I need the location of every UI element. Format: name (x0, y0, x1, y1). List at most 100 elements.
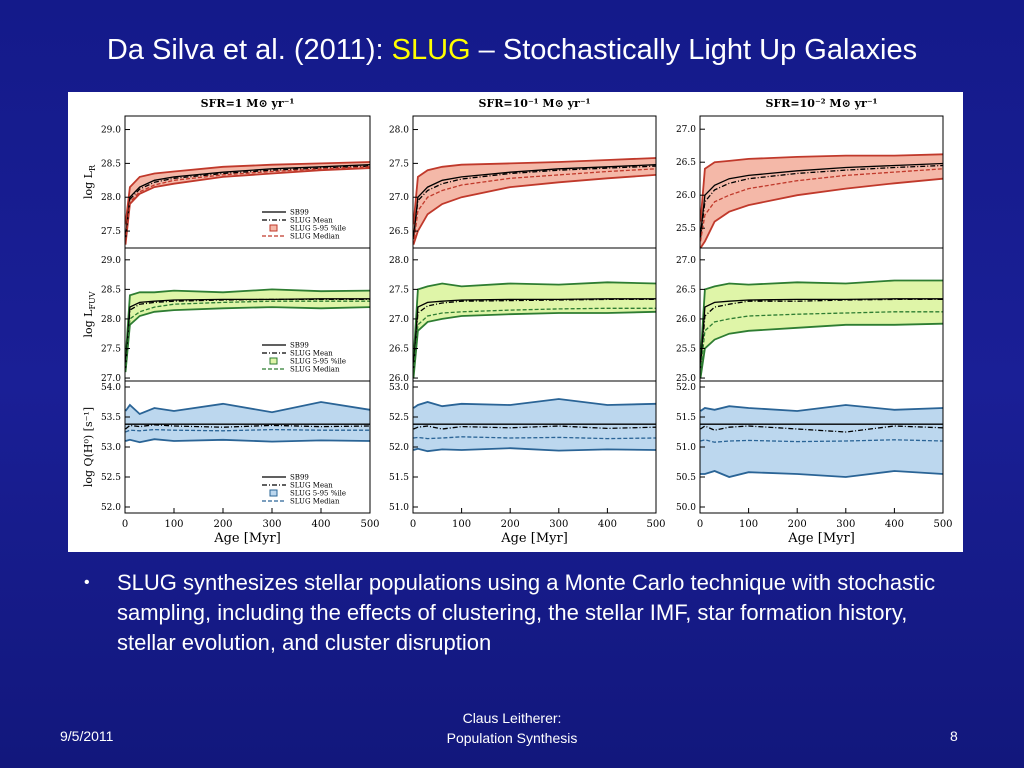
band-fill (413, 399, 656, 452)
footer-line: Claus Leitherer: (462, 710, 562, 726)
y-tick-label: 25.5 (676, 344, 696, 354)
band-upper (412, 157, 657, 225)
line (699, 168, 944, 242)
line (412, 298, 656, 370)
legend-swatch (269, 224, 278, 232)
y-axis-label-part: log Q(H⁰) [s⁻¹] (82, 407, 95, 487)
legend-label: SLUG 5-95 %ile (290, 490, 346, 498)
y-tick-label: 52.5 (389, 413, 409, 423)
band-lower (125, 438, 371, 444)
y-tick-label: 53.0 (389, 383, 409, 393)
x-tick-label: 0 (697, 519, 703, 530)
y-tick-label: 28.0 (101, 193, 121, 203)
y-tick-label: 26.5 (389, 344, 409, 354)
y-axis-label-part: FUV (88, 291, 97, 309)
y-tick-label: 51.0 (389, 503, 409, 513)
legend-label: SB99 (290, 474, 309, 482)
y-tick-label: 27.5 (389, 285, 409, 295)
band-fill (125, 402, 370, 443)
y-tick-label: 52.0 (101, 503, 121, 513)
y-tick-label: 27.5 (101, 227, 121, 237)
panel-title: SFR=10⁻¹ M⊙ yr⁻¹ (479, 97, 591, 110)
band-lower (124, 306, 371, 373)
y-tick-label: 54.0 (101, 383, 121, 393)
line (699, 162, 944, 235)
y-tick-label: 29.0 (101, 256, 121, 266)
y-tick-label: 25.5 (676, 224, 696, 234)
legend-label: SLUG Median (290, 498, 340, 506)
legend-swatch (269, 357, 278, 365)
bullet-list: SLUG synthesizes stellar populations usi… (84, 568, 944, 658)
footer-date: 9/5/2011 (60, 728, 114, 744)
x-tick-label: 200 (788, 519, 807, 530)
band-fill (700, 280, 943, 378)
x-axis-label: Age [Myr] (500, 531, 568, 546)
y-axis-label-part: log L (82, 170, 95, 199)
line (125, 424, 371, 430)
x-tick-label: 400 (311, 519, 330, 530)
x-tick-label: 300 (262, 519, 281, 530)
y-tick-label: 26.0 (676, 315, 696, 325)
line (124, 298, 370, 370)
y-tick-label: 28.5 (101, 285, 121, 295)
x-tick-label: 100 (164, 519, 183, 530)
band-upper (699, 153, 944, 222)
line (412, 168, 657, 245)
title-highlight: SLUG (391, 34, 471, 66)
band-upper (412, 281, 657, 361)
line (699, 298, 943, 370)
footer-line: Population Synthesis (446, 730, 578, 746)
band-upper (124, 401, 371, 416)
y-tick-label: 27.5 (389, 159, 409, 169)
x-tick-label: 500 (646, 519, 665, 530)
line (699, 311, 943, 373)
band-upper (124, 288, 371, 361)
y-axis-label-part: log L (82, 309, 95, 338)
x-tick-label: 500 (360, 519, 379, 530)
band-upper (412, 398, 657, 409)
x-tick-label: 100 (452, 519, 471, 530)
line (125, 428, 370, 433)
y-tick-label: 50.5 (676, 473, 696, 483)
bullet: SLUG synthesizes stellar populations usi… (84, 568, 944, 658)
line (124, 165, 371, 240)
x-tick-label: 300 (549, 519, 568, 530)
title-text: Da Silva et al. (2011): (106, 34, 392, 66)
y-tick-label: 52.0 (676, 383, 696, 393)
line (124, 164, 371, 238)
band-lower (412, 310, 657, 379)
band-lower (699, 322, 944, 379)
legend-label: SLUG Mean (290, 350, 333, 358)
legend-label: SB99 (290, 342, 309, 350)
band-fill (413, 282, 656, 378)
band-upper (124, 161, 371, 225)
y-tick-label: 28.0 (389, 256, 409, 266)
footer-center: Claus Leitherer: Population Synthesis (362, 708, 662, 748)
y-tick-label: 27.0 (101, 374, 121, 384)
y-tick-label: 51.5 (676, 413, 696, 423)
legend-label: SB99 (290, 209, 309, 217)
y-tick-label: 27.5 (101, 344, 121, 354)
y-axis-label: log LR (82, 164, 97, 199)
panel-title: SFR=10⁻² M⊙ yr⁻¹ (766, 97, 878, 110)
line (124, 298, 370, 367)
x-tick-label: 100 (739, 519, 758, 530)
x-tick-label: 300 (836, 519, 855, 530)
y-tick-label: 28.0 (389, 126, 409, 136)
y-tick-label: 52.5 (101, 473, 121, 483)
band-lower (413, 447, 657, 453)
y-tick-label: 28.5 (101, 159, 121, 169)
y-tick-label: 26.5 (676, 285, 696, 295)
y-axis-label: log LFUV (82, 291, 97, 337)
y-tick-label: 27.0 (389, 315, 409, 325)
y-tick-label: 53.0 (101, 443, 121, 453)
band-fill (413, 158, 656, 245)
legend-label: SLUG Mean (290, 217, 333, 225)
band-lower (124, 167, 371, 245)
band-lower (699, 177, 944, 249)
y-tick-label: 27.0 (676, 125, 696, 135)
y-axis-label-part: R (88, 164, 97, 171)
y-tick-label: 51.0 (676, 443, 696, 453)
y-tick-label: 27.0 (389, 193, 409, 203)
